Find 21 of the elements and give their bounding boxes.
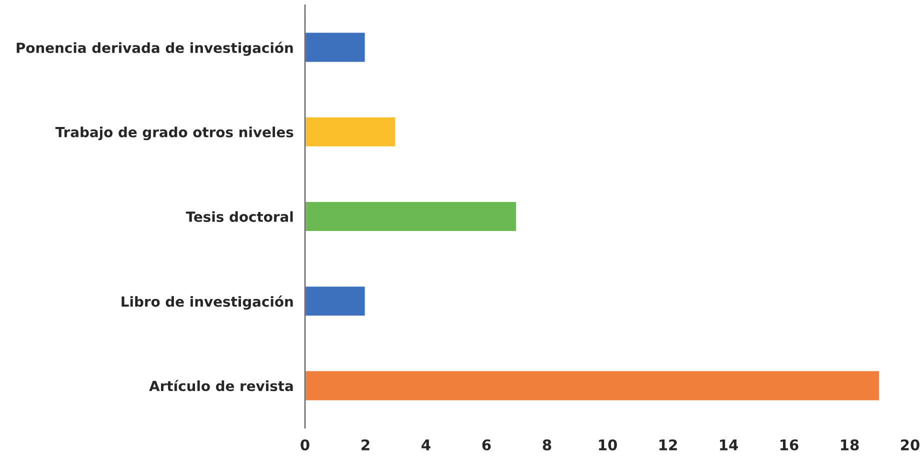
y-tick-label: Ponencia derivada de investigación — [16, 42, 293, 56]
bar — [305, 285, 366, 318]
bar — [305, 370, 880, 402]
x-tick-label: 16 — [780, 439, 798, 450]
y-tick-label: Libro de investigación — [122, 296, 293, 310]
x-tick-label: 0 — [300, 439, 310, 450]
x-tick-label: 2 — [362, 439, 370, 450]
x-tick-label: 14 — [720, 440, 738, 450]
x-tick-label: 4 — [422, 440, 430, 450]
y-tick-label: Trabajo de grado otros niveles — [55, 126, 294, 140]
x-tick-label: 8 — [542, 439, 552, 450]
bar — [305, 31, 366, 64]
x-tick-label: 18 — [841, 439, 859, 450]
x-tick-label: 20 — [901, 439, 920, 450]
bar — [305, 116, 396, 148]
y-tick-label: Tesis doctoral — [186, 211, 293, 222]
y-tick-label: Artículo de revista — [149, 380, 293, 392]
x-tick-label: 12 — [660, 439, 677, 450]
bar — [305, 200, 518, 232]
x-tick-label: 6 — [482, 439, 491, 450]
x-tick-label: 10 — [599, 439, 617, 450]
